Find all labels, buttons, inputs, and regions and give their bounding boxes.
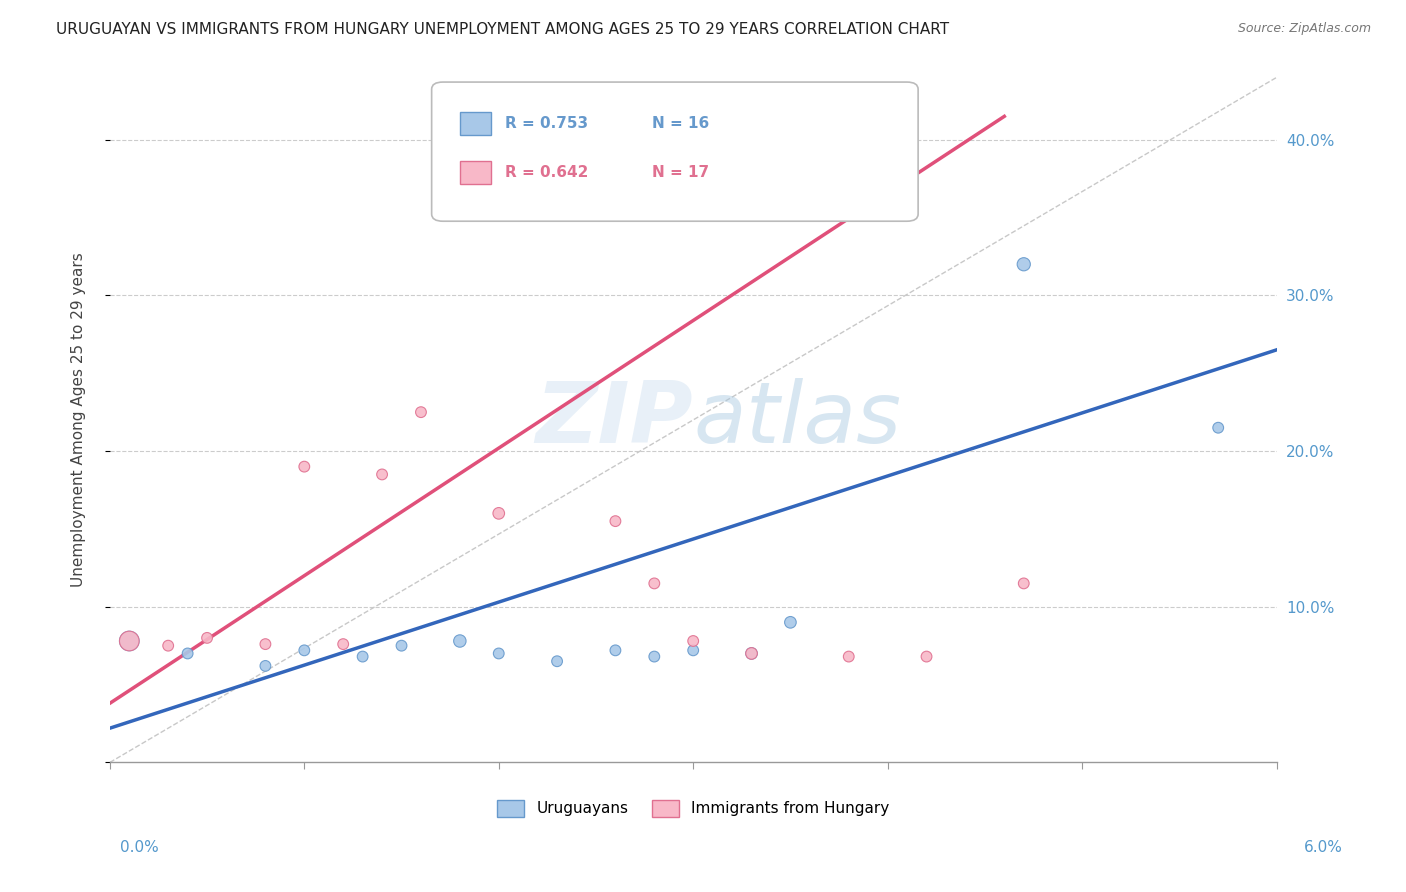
Text: R = 0.642: R = 0.642 xyxy=(505,165,588,179)
Point xyxy=(1012,257,1035,271)
Text: N = 17: N = 17 xyxy=(652,165,710,179)
Point xyxy=(488,506,510,520)
Point xyxy=(254,659,277,673)
Point xyxy=(157,639,180,653)
Text: 0.0%: 0.0% xyxy=(120,840,159,855)
Point xyxy=(371,467,394,482)
Point xyxy=(741,647,763,661)
Point xyxy=(352,649,374,664)
Point xyxy=(1206,421,1229,435)
Text: URUGUAYAN VS IMMIGRANTS FROM HUNGARY UNEMPLOYMENT AMONG AGES 25 TO 29 YEARS CORR: URUGUAYAN VS IMMIGRANTS FROM HUNGARY UNE… xyxy=(56,22,949,37)
Point xyxy=(565,194,588,209)
Point xyxy=(292,643,315,657)
Point xyxy=(838,649,860,664)
Point xyxy=(605,514,627,528)
Y-axis label: Unemployment Among Ages 25 to 29 years: Unemployment Among Ages 25 to 29 years xyxy=(72,252,86,587)
Point xyxy=(176,647,198,661)
Text: N = 16: N = 16 xyxy=(652,116,710,130)
Text: 6.0%: 6.0% xyxy=(1303,840,1343,855)
Point xyxy=(682,634,704,648)
Legend: Uruguayans, Immigrants from Hungary: Uruguayans, Immigrants from Hungary xyxy=(491,793,896,823)
Point xyxy=(254,637,277,651)
Text: atlas: atlas xyxy=(693,378,901,461)
Text: Source: ZipAtlas.com: Source: ZipAtlas.com xyxy=(1237,22,1371,36)
Point xyxy=(1012,576,1035,591)
Text: R = 0.753: R = 0.753 xyxy=(505,116,588,130)
Point xyxy=(643,649,665,664)
Point xyxy=(332,637,354,651)
Point xyxy=(682,643,704,657)
Point xyxy=(195,631,218,645)
Text: ZIP: ZIP xyxy=(536,378,693,461)
Point xyxy=(546,654,568,668)
Point xyxy=(449,634,471,648)
Point xyxy=(488,647,510,661)
Point xyxy=(741,647,763,661)
Point xyxy=(292,459,315,474)
Point xyxy=(915,649,938,664)
Point xyxy=(779,615,801,630)
Point xyxy=(605,643,627,657)
Point xyxy=(118,634,141,648)
Point xyxy=(118,634,141,648)
Point xyxy=(643,576,665,591)
Point xyxy=(391,639,413,653)
Point xyxy=(409,405,432,419)
